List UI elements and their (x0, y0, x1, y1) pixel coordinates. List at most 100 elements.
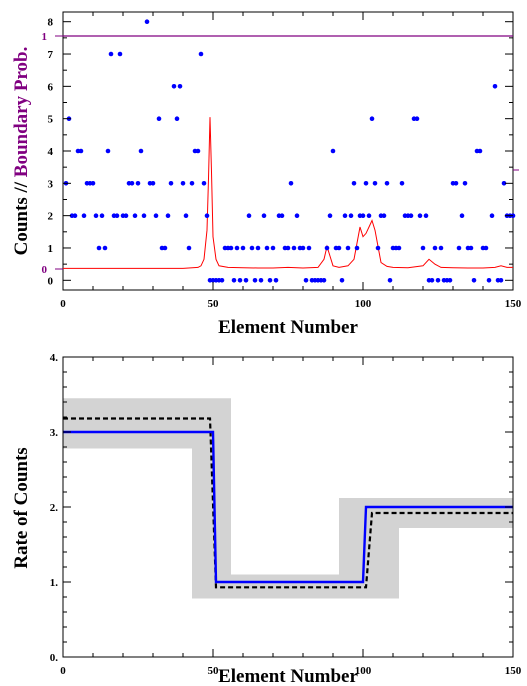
count-point (462, 181, 468, 186)
y-tick-label: 4. (50, 352, 59, 364)
count-point (255, 245, 261, 251)
y-tick-label: 3 (48, 178, 54, 190)
count-point (291, 245, 297, 251)
count-point (324, 245, 330, 251)
count-point (102, 245, 108, 251)
count-point (141, 213, 147, 218)
count-point (183, 213, 189, 218)
count-point (435, 278, 441, 283)
count-point (447, 278, 453, 283)
count-point (165, 213, 171, 218)
count-point (381, 213, 387, 218)
count-point (231, 278, 237, 283)
y-tick-label: 2. (50, 502, 59, 514)
count-point (249, 245, 255, 251)
count-point (345, 245, 351, 251)
y-tick-label: 4 (48, 146, 54, 158)
count-point (168, 181, 174, 186)
count-point (501, 181, 507, 186)
count-point (237, 278, 243, 283)
count-point (387, 278, 393, 283)
count-point (180, 181, 186, 186)
count-point (489, 213, 495, 218)
count-point (171, 84, 177, 89)
count-point (261, 213, 267, 218)
count-point (303, 278, 309, 283)
count-point (138, 148, 144, 154)
count-point (483, 245, 489, 251)
count-point (246, 213, 252, 218)
count-point (285, 245, 291, 251)
count-point (201, 181, 207, 186)
count-point (477, 148, 483, 154)
count-point (456, 245, 462, 251)
count-point (306, 245, 312, 251)
count-point (366, 213, 372, 218)
count-point (264, 245, 270, 251)
count-point (174, 116, 180, 121)
count-point (135, 181, 141, 186)
count-point (354, 245, 360, 251)
y-tick-label: 6 (48, 81, 54, 93)
count-point (108, 51, 114, 57)
top-y-axis-label: Counts // Boundary Prob. (11, 47, 32, 256)
count-point (117, 51, 123, 57)
count-point (219, 278, 225, 283)
prob-axis-label: 1 (42, 31, 48, 43)
count-point (132, 213, 138, 218)
count-point (162, 245, 168, 251)
count-point (375, 245, 381, 251)
count-point (228, 245, 234, 251)
count-point (72, 213, 78, 218)
x-tick-label: 50 (208, 665, 220, 677)
count-point (195, 148, 201, 154)
y-tick-label: 0. (50, 652, 59, 664)
top-plot-area (63, 19, 516, 283)
count-point (273, 278, 279, 283)
count-point (417, 213, 423, 218)
count-point (360, 213, 366, 218)
count-point (105, 148, 111, 154)
count-point (204, 213, 210, 218)
count-point (267, 278, 273, 283)
count-point (96, 245, 102, 251)
count-point (363, 181, 369, 186)
bottom-tick-labels: 0 50 100 150 0. 1. 2. 3. 4. (50, 352, 522, 677)
count-point (432, 245, 438, 251)
count-point (270, 245, 276, 251)
count-point (459, 213, 465, 218)
y-tick-label: 7 (48, 49, 54, 61)
count-point (453, 181, 459, 186)
y-tick-label: 5 (48, 114, 54, 126)
bottom-x-axis-label: Element Number (218, 666, 358, 686)
x-tick-label: 100 (355, 298, 372, 310)
top-ticks (55, 12, 519, 290)
count-point (396, 245, 402, 251)
count-point (327, 213, 333, 218)
count-point (258, 278, 264, 283)
x-tick-label: 0 (60, 665, 66, 677)
prob-axis-label: 0 (42, 264, 48, 276)
count-point (153, 213, 159, 218)
top-x-axis-label: Element Number (218, 317, 358, 338)
count-point (90, 181, 96, 186)
x-tick-label: 150 (505, 298, 522, 310)
count-point (234, 245, 240, 251)
count-point (243, 278, 249, 283)
count-point (123, 213, 129, 218)
dashed-rate-line (63, 417, 513, 589)
count-point (342, 213, 348, 218)
count-point (294, 213, 300, 218)
count-point (471, 278, 477, 283)
count-point (348, 213, 354, 218)
y-tick-label: 0 (48, 275, 54, 287)
bottom-ticks (62, 356, 514, 658)
counts-points-group (63, 19, 516, 283)
counts-ylabel-part: Counts // (11, 177, 32, 255)
boundary-probability-line (63, 117, 513, 269)
count-point (186, 245, 192, 251)
count-point (156, 116, 162, 121)
count-point (300, 245, 306, 251)
y-tick-label: 1. (50, 577, 59, 589)
